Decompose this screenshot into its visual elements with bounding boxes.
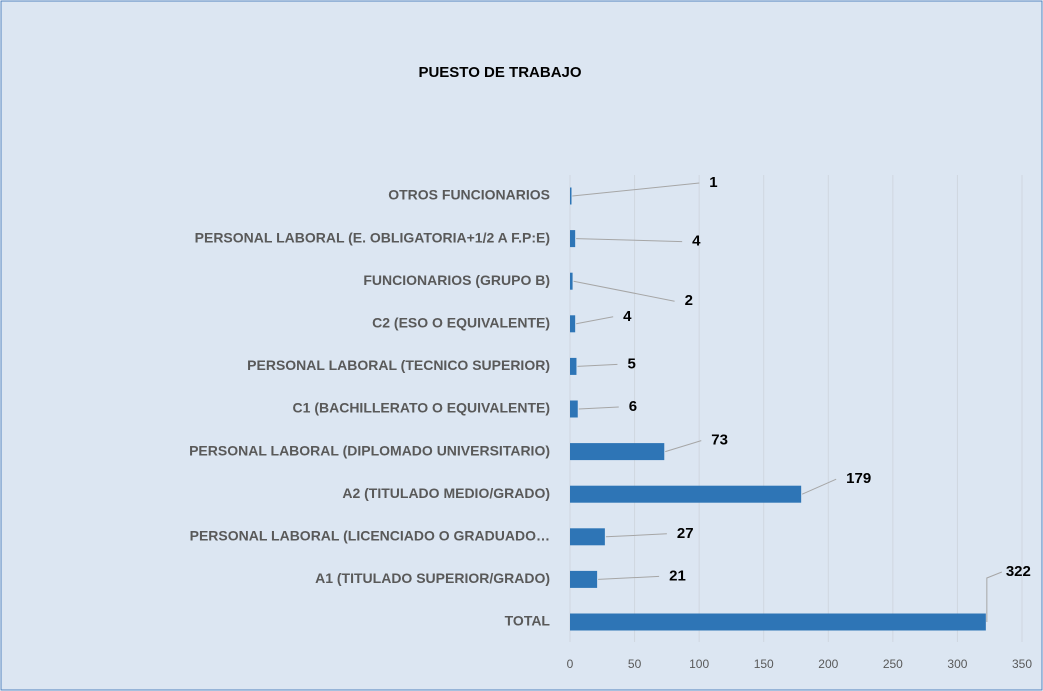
x-tick-label: 100: [689, 657, 709, 671]
category-label: PERSONAL LABORAL (LICENCIADO O GRADUADO…: [190, 528, 550, 544]
leader-line: [665, 440, 702, 453]
data-label: 4: [692, 233, 701, 250]
bar: [570, 187, 572, 205]
category-label: TOTAL: [505, 613, 551, 629]
bar: [570, 443, 665, 461]
leader-line: [573, 280, 675, 302]
leader-line: [572, 182, 700, 197]
x-tick-label: 150: [754, 657, 774, 671]
data-label: 2: [685, 292, 693, 309]
leader-line: [605, 533, 667, 538]
x-tick-label: 0: [567, 657, 574, 671]
leader-line: [986, 571, 1003, 622]
category-label: OTROS FUNCIONARIOS: [388, 187, 550, 203]
leader-line: [576, 238, 683, 243]
category-label: PERSONAL LABORAL (DIPLOMADO UNIVERSITARI…: [189, 442, 550, 458]
x-tick-label: 50: [628, 657, 642, 671]
bar: [570, 272, 573, 290]
data-label: 73: [711, 432, 728, 449]
data-label: 179: [846, 470, 871, 487]
category-label: A2 (TITULADO MEDIO/GRADO): [342, 485, 550, 501]
bar: [570, 230, 576, 248]
bar: [570, 400, 578, 418]
category-label: FUNCIONARIOS (GRUPO B): [363, 272, 550, 288]
data-label: 5: [627, 355, 635, 372]
bar: [570, 528, 605, 546]
category-label: C1 (BACHILLERATO O EQUIVALENTE): [293, 400, 550, 416]
leader-line: [801, 478, 837, 495]
bar: [570, 570, 598, 588]
data-label: 4: [623, 308, 632, 325]
data-label: 21: [669, 567, 686, 584]
bar: [570, 613, 986, 631]
leader-line: [598, 575, 660, 580]
bar: [570, 315, 576, 333]
data-label: 1: [709, 174, 717, 191]
data-label: 6: [629, 398, 637, 415]
x-tick-label: 300: [947, 657, 967, 671]
x-tick-label: 200: [818, 657, 838, 671]
bar: [570, 485, 802, 503]
bar: [570, 357, 577, 375]
leader-line: [576, 316, 614, 325]
category-label: A1 (TITULADO SUPERIOR/GRADO): [315, 570, 550, 586]
leader-line: [578, 406, 619, 410]
x-tick-label: 350: [1012, 657, 1032, 671]
x-tick-label: 250: [883, 657, 903, 671]
data-label: 322: [1006, 563, 1031, 580]
category-label: PERSONAL LABORAL (TECNICO SUPERIOR): [247, 357, 550, 373]
category-label: C2 (ESO O EQUIVALENTE): [372, 315, 550, 331]
data-label: 27: [677, 525, 694, 542]
category-label: PERSONAL LABORAL (E. OBLIGATORIA+1/2 A F…: [195, 229, 550, 245]
leader-line: [577, 363, 618, 367]
chart-title: PUESTO DE TRABAJO: [418, 64, 581, 81]
